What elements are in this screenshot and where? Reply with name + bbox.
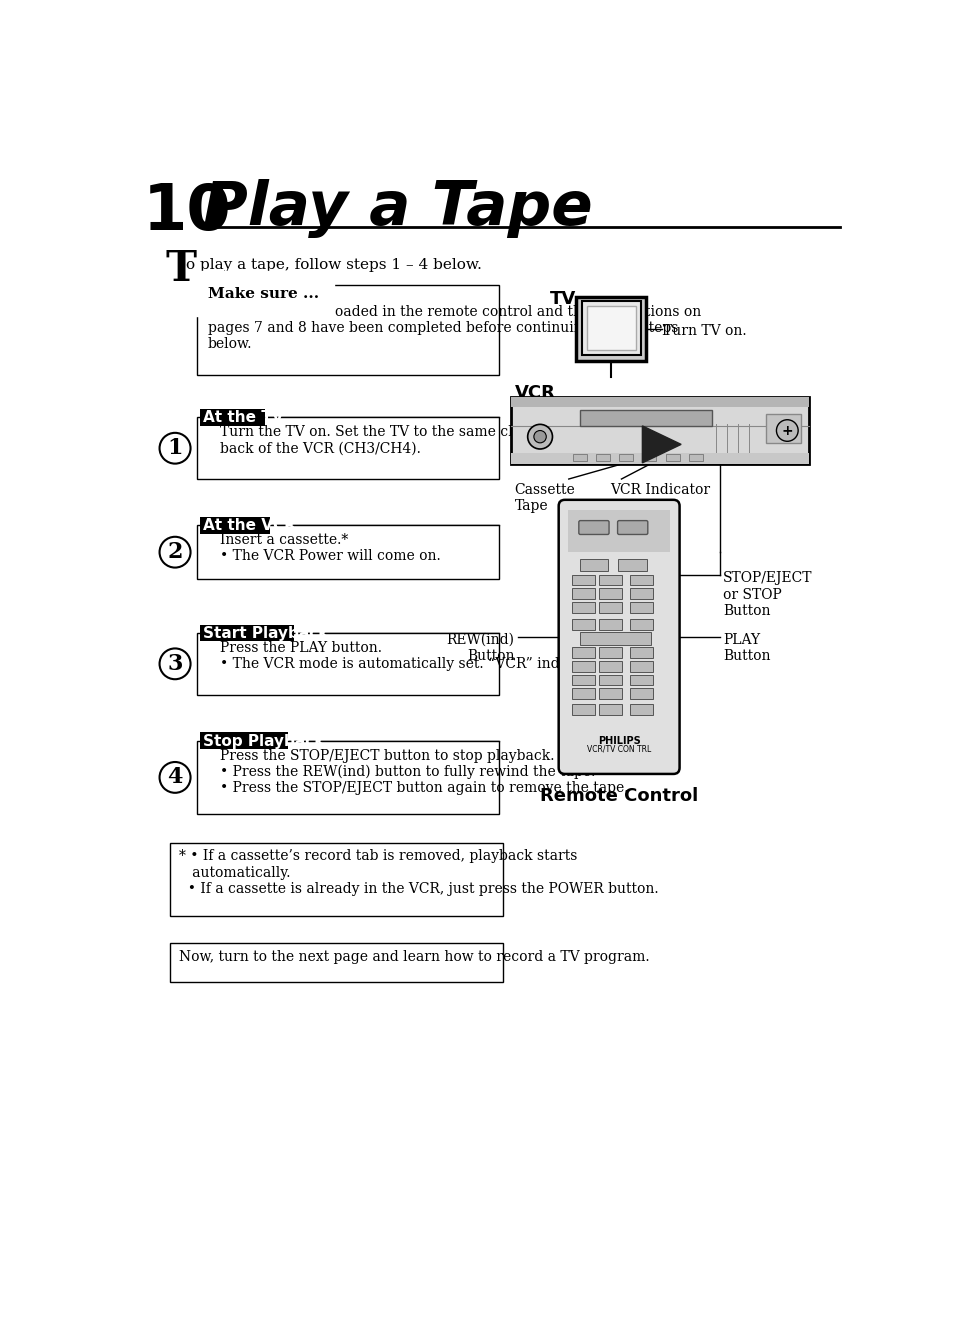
Circle shape [527, 424, 552, 449]
FancyBboxPatch shape [558, 500, 679, 773]
FancyBboxPatch shape [598, 661, 621, 671]
FancyBboxPatch shape [629, 619, 653, 630]
Text: At the TV: At the TV [203, 411, 283, 425]
FancyBboxPatch shape [629, 688, 653, 699]
FancyBboxPatch shape [618, 560, 646, 571]
Text: 2: 2 [167, 541, 183, 563]
FancyBboxPatch shape [571, 589, 595, 599]
Text: Turn the TV on. Set the TV to the same channel as the switch on the
back of the : Turn the TV on. Set the TV to the same c… [220, 425, 701, 456]
FancyBboxPatch shape [629, 574, 653, 585]
Text: the batteries are loaded in the remote control and the connections on
pages 7 an: the batteries are loaded in the remote c… [208, 306, 700, 351]
Circle shape [159, 762, 191, 793]
Text: Press the STOP/EJECT button to stop playback.
• Press the REW(ind) button to ful: Press the STOP/EJECT button to stop play… [220, 748, 628, 795]
FancyBboxPatch shape [629, 704, 653, 715]
FancyBboxPatch shape [578, 521, 608, 534]
FancyBboxPatch shape [598, 704, 621, 715]
Text: PLAY
Button: PLAY Button [722, 633, 770, 663]
FancyBboxPatch shape [571, 574, 595, 585]
Text: TV: TV [550, 290, 576, 308]
FancyBboxPatch shape [596, 453, 609, 461]
FancyBboxPatch shape [579, 560, 608, 571]
FancyBboxPatch shape [629, 661, 653, 671]
Circle shape [776, 420, 798, 441]
FancyBboxPatch shape [572, 453, 586, 461]
FancyBboxPatch shape [581, 302, 640, 355]
Text: Stop Playback: Stop Playback [203, 734, 324, 750]
FancyBboxPatch shape [665, 453, 679, 461]
Text: +: + [781, 424, 792, 437]
FancyBboxPatch shape [598, 675, 621, 686]
Text: VCR: VCR [514, 384, 555, 403]
Text: Now, turn to the next page and learn how to record a TV program.: Now, turn to the next page and learn how… [179, 949, 649, 964]
FancyBboxPatch shape [688, 453, 702, 461]
FancyBboxPatch shape [598, 619, 621, 630]
FancyBboxPatch shape [571, 688, 595, 699]
FancyBboxPatch shape [579, 633, 650, 645]
Text: REW(ind)
Button: REW(ind) Button [446, 633, 514, 663]
FancyBboxPatch shape [571, 647, 595, 658]
FancyBboxPatch shape [170, 944, 502, 982]
FancyBboxPatch shape [199, 517, 270, 534]
FancyBboxPatch shape [629, 675, 653, 686]
Text: 10: 10 [142, 181, 231, 243]
Text: Cassette
Tape: Cassette Tape [514, 482, 575, 513]
FancyBboxPatch shape [571, 619, 595, 630]
FancyBboxPatch shape [571, 675, 595, 686]
FancyBboxPatch shape [598, 574, 621, 585]
FancyBboxPatch shape [617, 521, 647, 534]
FancyBboxPatch shape [510, 396, 808, 408]
FancyBboxPatch shape [598, 602, 621, 613]
FancyBboxPatch shape [571, 704, 595, 715]
Text: Turn TV on.: Turn TV on. [662, 324, 746, 339]
FancyBboxPatch shape [199, 625, 294, 642]
Text: VCR Indicator: VCR Indicator [609, 482, 709, 497]
Text: Make sure ...: Make sure ... [208, 287, 318, 300]
FancyBboxPatch shape [196, 633, 498, 695]
Text: 1: 1 [167, 437, 183, 460]
Circle shape [159, 537, 191, 567]
FancyBboxPatch shape [170, 843, 502, 916]
Text: Insert a cassette.*
• The VCR Power will come on.: Insert a cassette.* • The VCR Power will… [220, 533, 440, 563]
FancyBboxPatch shape [199, 409, 264, 425]
Text: * • If a cassette’s record tab is removed, playback starts
   automatically.
  •: * • If a cassette’s record tab is remove… [179, 849, 658, 896]
Text: VCR/TV CON TRL: VCR/TV CON TRL [586, 744, 651, 754]
Text: STOP/EJECT
or STOP
Button: STOP/EJECT or STOP Button [722, 571, 812, 618]
FancyBboxPatch shape [571, 602, 595, 613]
FancyBboxPatch shape [618, 453, 633, 461]
FancyBboxPatch shape [196, 284, 498, 375]
FancyBboxPatch shape [196, 740, 498, 813]
Text: Press the PLAY button.
• The VCR mode is automatically set. “VCR” indicator will: Press the PLAY button. • The VCR mode is… [220, 641, 671, 671]
Text: At the VCR: At the VCR [203, 518, 295, 533]
FancyBboxPatch shape [598, 688, 621, 699]
FancyBboxPatch shape [586, 306, 636, 351]
FancyBboxPatch shape [629, 602, 653, 613]
FancyBboxPatch shape [598, 589, 621, 599]
FancyBboxPatch shape [598, 647, 621, 658]
Polygon shape [641, 425, 680, 462]
FancyBboxPatch shape [629, 647, 653, 658]
Text: PHILIPS: PHILIPS [598, 736, 639, 746]
FancyBboxPatch shape [629, 589, 653, 599]
FancyBboxPatch shape [765, 413, 801, 443]
Text: T: T [166, 249, 196, 290]
FancyBboxPatch shape [571, 661, 595, 671]
Text: o play a tape, follow steps 1 – 4 below.: o play a tape, follow steps 1 – 4 below. [186, 258, 481, 272]
FancyBboxPatch shape [199, 732, 288, 750]
FancyBboxPatch shape [510, 453, 808, 464]
Text: 3: 3 [167, 653, 183, 675]
Text: 4: 4 [167, 767, 183, 788]
FancyBboxPatch shape [510, 396, 808, 464]
FancyBboxPatch shape [567, 510, 670, 552]
Circle shape [159, 433, 191, 464]
FancyBboxPatch shape [641, 453, 656, 461]
FancyBboxPatch shape [579, 411, 711, 425]
FancyBboxPatch shape [196, 417, 498, 478]
Text: Play a Tape: Play a Tape [203, 178, 592, 238]
Circle shape [159, 649, 191, 679]
Circle shape [534, 431, 546, 443]
FancyBboxPatch shape [196, 525, 498, 579]
FancyBboxPatch shape [576, 296, 645, 361]
Text: Remote Control: Remote Control [539, 787, 698, 805]
Text: Start Playback: Start Playback [203, 626, 328, 641]
